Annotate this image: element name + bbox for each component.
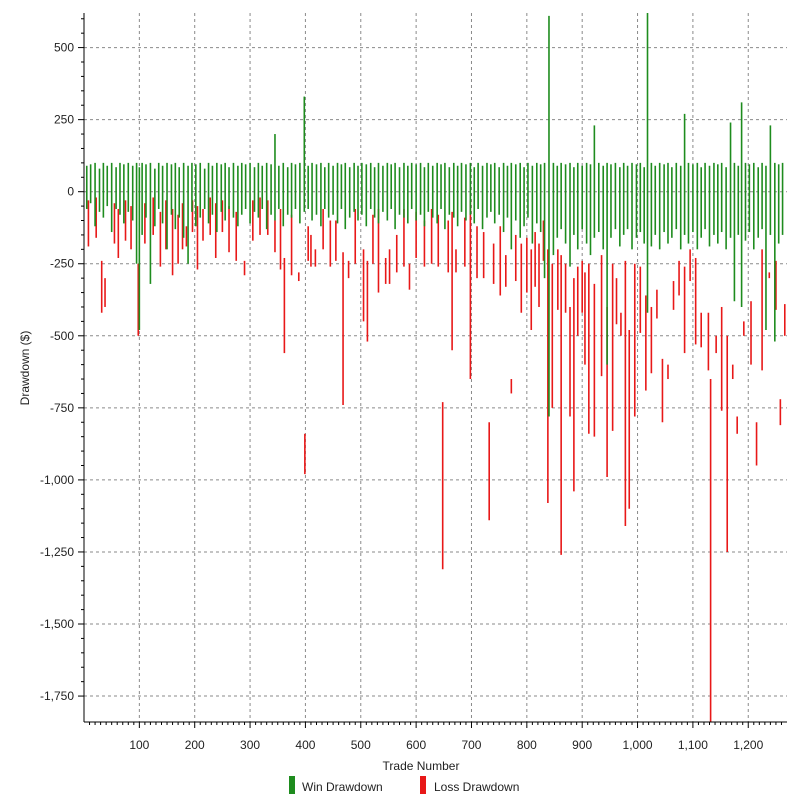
y-tick-label: -1,750 xyxy=(40,689,74,703)
x-tick-label: 1,200 xyxy=(733,738,763,752)
y-tick-label: 0 xyxy=(67,185,74,199)
y-tick-label: -750 xyxy=(50,401,74,415)
axes-layer xyxy=(83,13,787,723)
x-tick-label: 800 xyxy=(517,738,537,752)
legend-swatch-win xyxy=(289,776,295,794)
legend: Win Drawdown Loss Drawdown xyxy=(289,776,519,794)
x-tick-label: 200 xyxy=(185,738,205,752)
y-tick-label: -250 xyxy=(50,257,74,271)
x-axis-title: Trade Number xyxy=(383,759,460,773)
ticks-layer: 100 200 300 400 500 600 700 800 900 1,000 1,100 1,2… xyxy=(40,18,782,752)
y-tick-label: -500 xyxy=(50,329,74,343)
y-tick-label: -1,000 xyxy=(40,473,74,487)
legend-swatch-loss xyxy=(420,776,426,794)
x-tick-label: 100 xyxy=(129,738,149,752)
x-tick-label: 600 xyxy=(406,738,426,752)
bars-layer xyxy=(85,13,786,722)
grid-layer xyxy=(84,13,787,722)
x-tick-label: 400 xyxy=(295,738,315,752)
x-tick-label: 1,100 xyxy=(678,738,708,752)
legend-label-loss: Loss Drawdown xyxy=(434,780,519,794)
y-tick-label: -1,500 xyxy=(40,617,74,631)
legend-label-win: Win Drawdown xyxy=(302,780,383,794)
y-axis-title: Drawdown ($) xyxy=(18,331,32,406)
x-tick-label: 700 xyxy=(461,738,481,752)
x-tick-label: 900 xyxy=(572,738,592,752)
x-tick-label: 500 xyxy=(351,738,371,752)
x-tick-label: 1,000 xyxy=(623,738,653,752)
y-tick-label: 500 xyxy=(54,41,74,55)
y-tick-label: -1,250 xyxy=(40,545,74,559)
y-tick-label: 250 xyxy=(54,113,74,127)
x-tick-label: 300 xyxy=(240,738,260,752)
